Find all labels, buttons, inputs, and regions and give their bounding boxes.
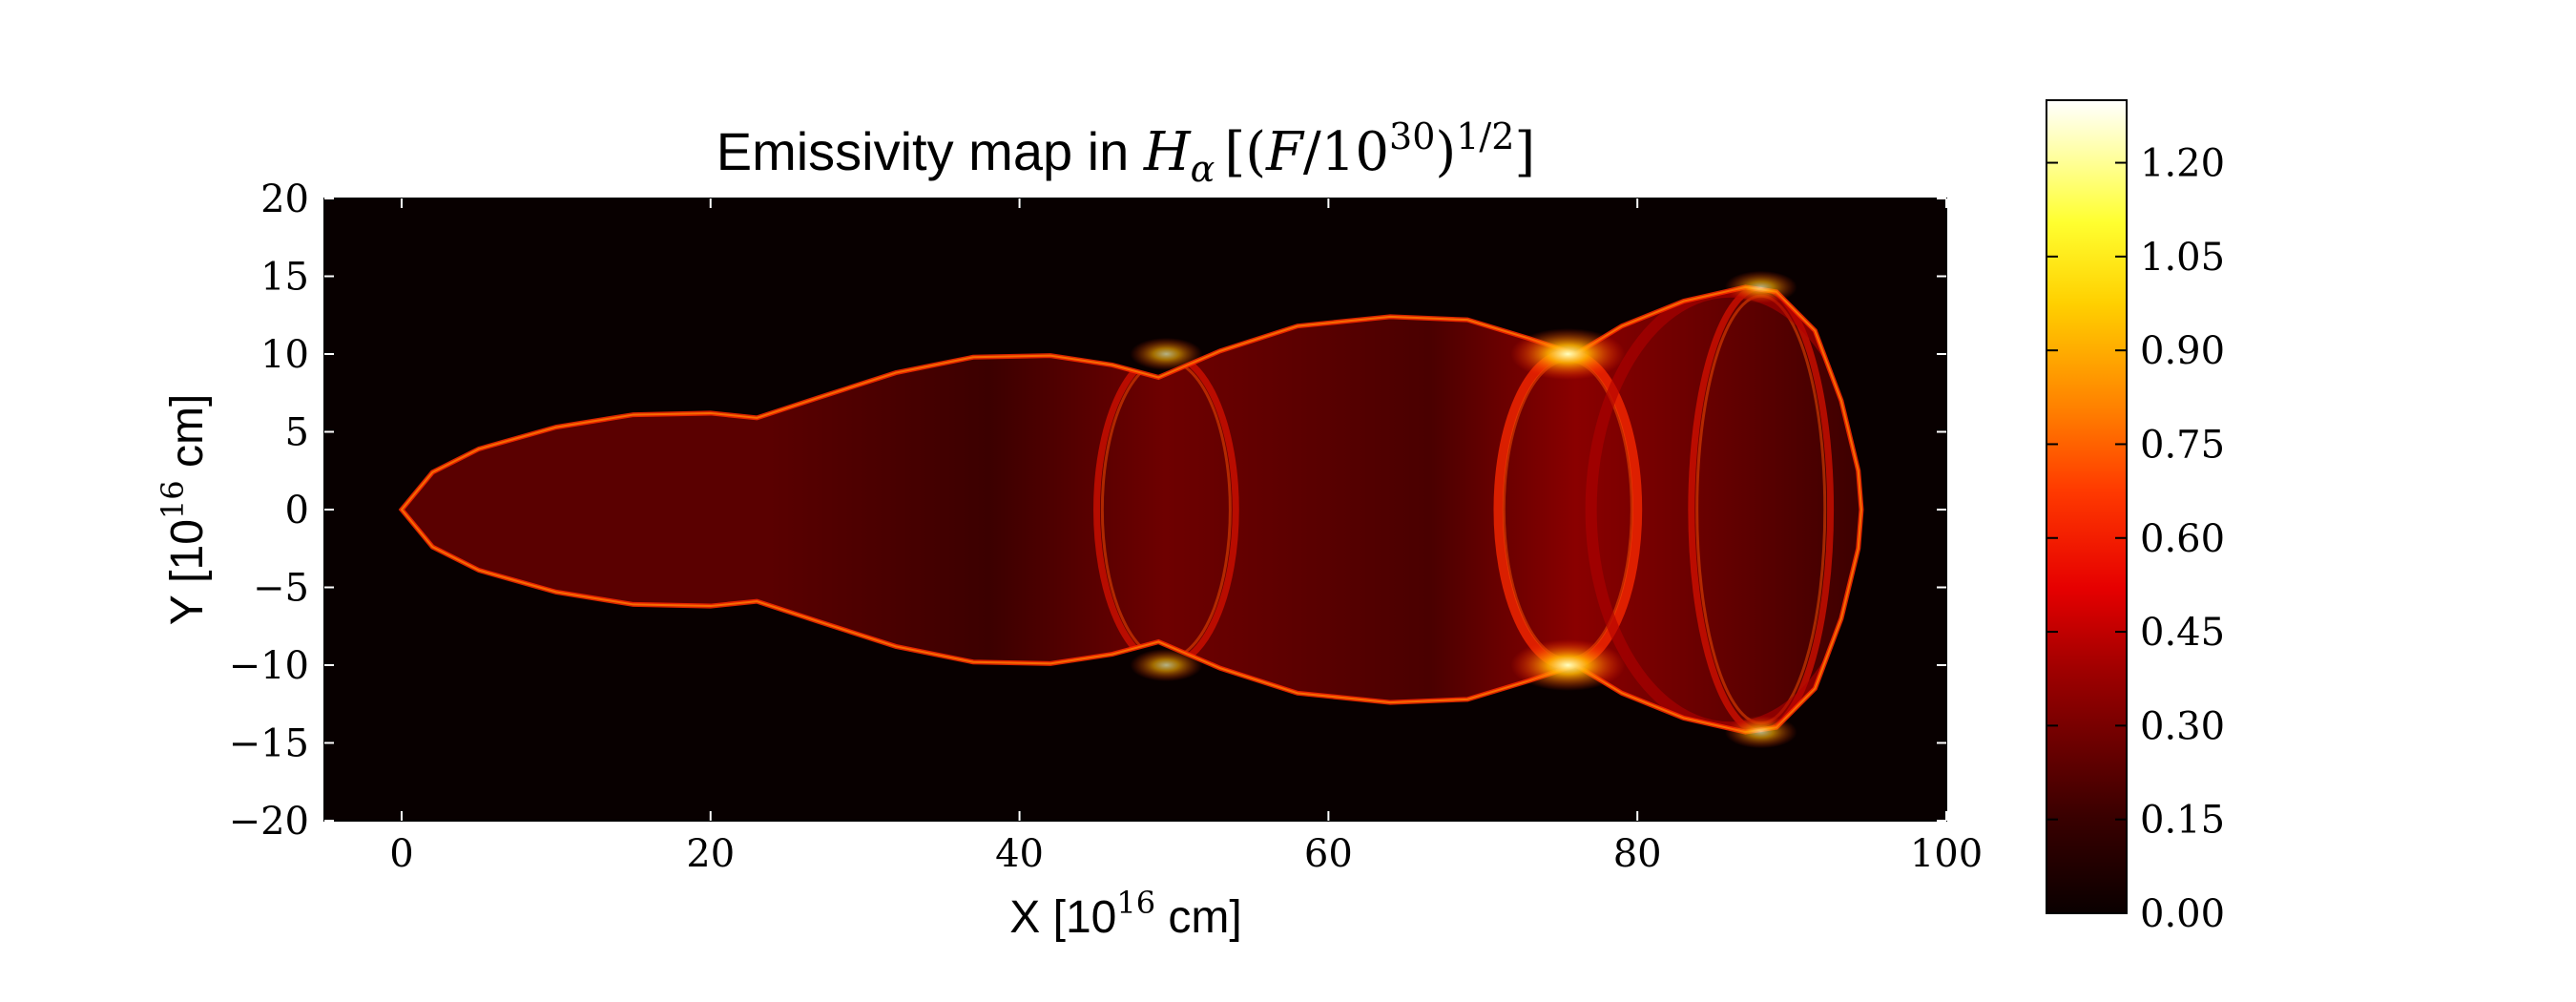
y-tick-label: 20 [260, 177, 309, 221]
x-tick-label: 60 [1304, 832, 1353, 876]
colorbar-tick-label: 0.30 [2140, 704, 2225, 748]
y-tick-label: −15 [229, 722, 309, 766]
colorbar-ticks: 1.20 1.05 0.90 0.75 0.60 0.45 0.30 0.15 0.00 [2046, 142, 2225, 936]
hot-spot [1130, 648, 1203, 682]
heatmap-plot-area [323, 198, 1947, 822]
x-tick-label: 20 [686, 832, 735, 876]
colorbar-tick-label: 0.15 [2140, 799, 2225, 843]
hot-spot [1130, 337, 1203, 371]
hot-spot [1510, 328, 1626, 380]
y-tick-label: −20 [229, 800, 309, 844]
x-tick-label: 40 [995, 832, 1044, 876]
colorbar: 1.20 1.05 0.90 0.75 0.60 0.45 0.30 0.15 0.00 [2046, 99, 2225, 936]
jet-rim-highlight [400, 285, 1862, 734]
y-tick-label: 5 [285, 411, 309, 455]
x-tick-label: 100 [1910, 832, 1983, 876]
colorbar-tick-label: 0.00 [2140, 892, 2225, 936]
x-tick-label: 0 [389, 832, 413, 876]
colorbar-tick-label: 1.05 [2140, 236, 2225, 280]
y-tick-label: 0 [285, 489, 309, 532]
y-tick-label: 15 [260, 256, 309, 300]
colorbar-tick-label: 1.20 [2140, 142, 2225, 186]
hot-spot [1724, 715, 1797, 749]
y-tick-label: 10 [260, 333, 309, 377]
x-tick-label: 80 [1613, 832, 1662, 876]
y-tick-label: −10 [229, 644, 309, 688]
x-axis-ticks: 0 20 40 60 80 100 [389, 198, 1983, 876]
hot-spot [1724, 270, 1797, 304]
colorbar-tick-label: 0.60 [2140, 517, 2225, 561]
y-axis-ticks: 20 15 10 5 0 −5 −10 −15 −20 [229, 177, 1946, 844]
x-axis-label: X [1016 cm] [1009, 885, 1241, 943]
y-axis-label: Y [1016 cm] [155, 394, 213, 626]
chart-title: Emissivity map in Hα [(F/1030)1/2] [717, 115, 1536, 190]
hot-spot [1510, 639, 1626, 691]
colorbar-tick-label: 0.75 [2140, 423, 2225, 467]
colorbar-gradient [2046, 99, 2128, 914]
colorbar-tick-label: 0.45 [2140, 611, 2225, 655]
colorbar-tick-label: 0.90 [2140, 329, 2225, 373]
y-tick-label: −5 [253, 567, 309, 611]
